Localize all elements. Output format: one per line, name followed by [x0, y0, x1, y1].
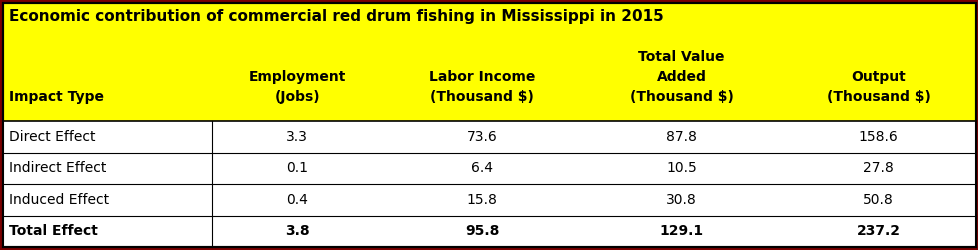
Text: Impact Type: Impact Type — [9, 90, 104, 104]
Text: 30.8: 30.8 — [666, 193, 696, 207]
Text: 27.8: 27.8 — [863, 161, 893, 175]
Text: (Thousand $): (Thousand $) — [825, 90, 930, 104]
Text: Direct Effect: Direct Effect — [9, 130, 96, 144]
Text: 158.6: 158.6 — [858, 130, 898, 144]
Text: Total Effect: Total Effect — [9, 224, 98, 238]
Text: Total Value: Total Value — [638, 50, 724, 64]
Text: Output: Output — [851, 70, 906, 84]
Text: 237.2: 237.2 — [856, 224, 900, 238]
Text: Economic contribution of commercial red drum fishing in Mississippi in 2015: Economic contribution of commercial red … — [9, 9, 663, 24]
Text: 3.8: 3.8 — [285, 224, 309, 238]
Text: (Jobs): (Jobs) — [274, 90, 320, 104]
Text: 10.5: 10.5 — [666, 161, 696, 175]
Text: (Thousand $): (Thousand $) — [629, 90, 733, 104]
Bar — [3, 121, 975, 247]
Text: 15.8: 15.8 — [467, 193, 497, 207]
Text: 3.3: 3.3 — [287, 130, 308, 144]
Text: 6.4: 6.4 — [470, 161, 493, 175]
Text: Added: Added — [656, 70, 706, 84]
Text: 0.4: 0.4 — [287, 193, 308, 207]
Text: 0.1: 0.1 — [286, 161, 308, 175]
Text: 73.6: 73.6 — [467, 130, 497, 144]
Text: 129.1: 129.1 — [659, 224, 703, 238]
Text: Employment: Employment — [248, 70, 345, 84]
Text: 87.8: 87.8 — [666, 130, 696, 144]
Text: Labor Income: Labor Income — [428, 70, 535, 84]
Text: 95.8: 95.8 — [465, 224, 499, 238]
Text: Induced Effect: Induced Effect — [9, 193, 109, 207]
Text: Indirect Effect: Indirect Effect — [9, 161, 107, 175]
Text: (Thousand $): (Thousand $) — [429, 90, 534, 104]
Text: 50.8: 50.8 — [863, 193, 893, 207]
